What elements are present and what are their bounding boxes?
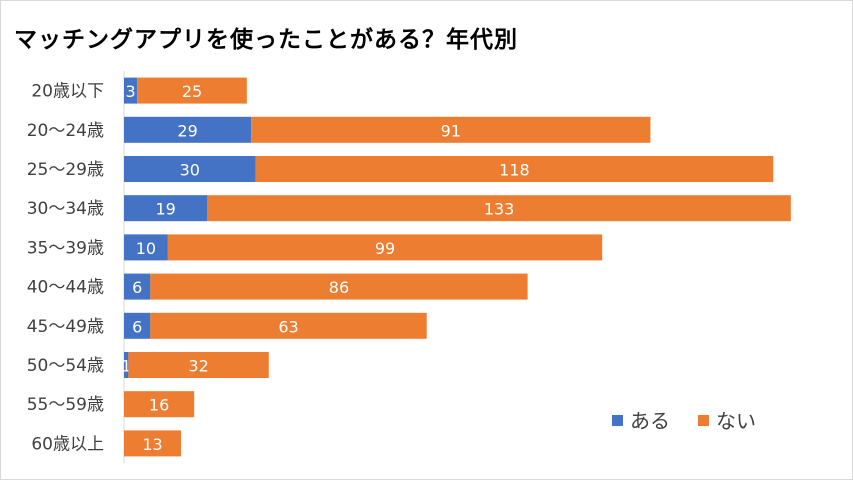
- category-label: 45～49歳: [27, 317, 104, 337]
- data-label: 32: [188, 357, 208, 376]
- data-label: 1: [121, 357, 131, 376]
- data-label: 86: [329, 278, 349, 297]
- bar-nai: [128, 352, 269, 378]
- data-label: 63: [278, 317, 298, 336]
- bar-nai: [137, 77, 247, 104]
- data-label: 16: [149, 396, 169, 415]
- data-label: 91: [441, 121, 461, 140]
- category-label: 55～59歳: [27, 395, 104, 415]
- bar-aru: [124, 352, 129, 378]
- bar-aru: [124, 195, 208, 222]
- bar-nai: [150, 273, 528, 300]
- category-label: 35～39歳: [27, 238, 104, 258]
- bar-nai: [255, 156, 774, 182]
- data-label: 118: [499, 161, 530, 180]
- data-label: 99: [375, 239, 395, 258]
- data-label: 10: [136, 239, 156, 258]
- category-label: 20歳以下: [31, 82, 104, 102]
- chart-title: マッチングアプリを使ったことがある？年代別: [14, 27, 518, 53]
- data-label: 19: [155, 200, 175, 219]
- bar-nai: [150, 312, 427, 339]
- bar-aru: [124, 156, 256, 182]
- bar-nai: [124, 430, 182, 457]
- data-label: 13: [142, 435, 162, 454]
- bar-nai: [167, 234, 603, 261]
- category-label: 40～44歳: [27, 278, 104, 298]
- bar-nai: [124, 391, 195, 418]
- data-label: 133: [484, 200, 515, 219]
- legend-swatch: [698, 415, 709, 426]
- bar-aru: [124, 116, 252, 143]
- bar-nai: [251, 116, 651, 143]
- category-label: 50～54歳: [27, 356, 104, 376]
- data-label: 6: [132, 317, 142, 336]
- data-label: 3: [125, 82, 135, 101]
- legend-label: ない: [716, 409, 756, 433]
- category-label: 30～34歳: [27, 199, 104, 219]
- bar-aru: [124, 77, 138, 104]
- bar-aru: [124, 273, 151, 300]
- data-label: 29: [177, 121, 197, 140]
- data-label: 30: [180, 161, 200, 180]
- data-label: 25: [182, 82, 202, 101]
- data-label: 6: [132, 278, 142, 297]
- bar-aru: [124, 312, 151, 339]
- category-label: 60歳以上: [31, 434, 104, 454]
- category-label: 20～24歳: [27, 121, 104, 141]
- bar-aru: [124, 234, 168, 261]
- legend-swatch: [612, 415, 623, 426]
- category-label: 25～29歳: [27, 160, 104, 180]
- bar-nai: [207, 195, 791, 222]
- legend-label: ある: [630, 409, 670, 433]
